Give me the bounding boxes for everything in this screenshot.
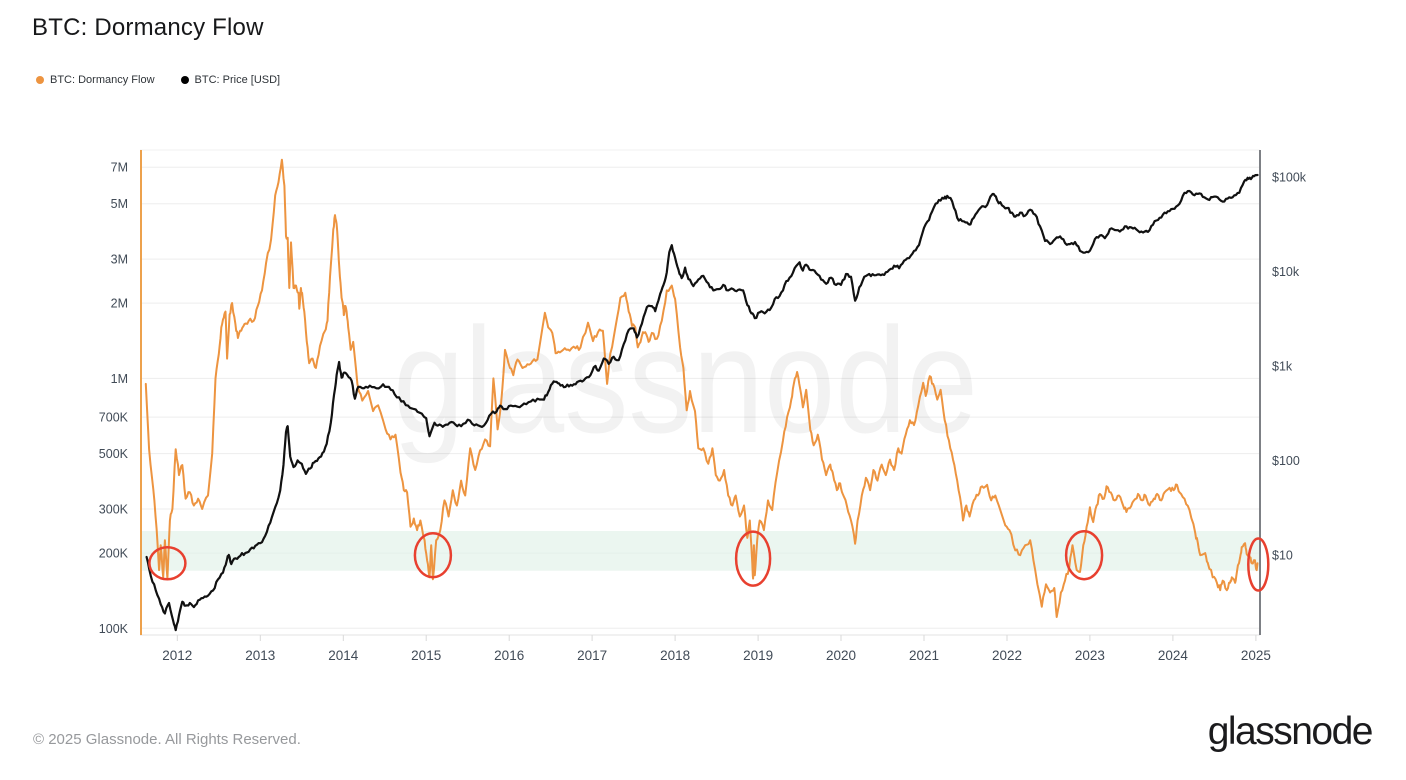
year-label: 2019 xyxy=(743,648,773,663)
year-label: 2015 xyxy=(411,648,441,663)
year-label: 2025 xyxy=(1241,648,1271,663)
legend-label: BTC: Dormancy Flow xyxy=(50,74,155,86)
buy-zone-band xyxy=(140,531,1260,571)
year-label: 2014 xyxy=(328,648,359,663)
legend-dot-icon xyxy=(180,76,189,84)
legend-label: BTC: Price [USD] xyxy=(194,74,281,86)
highlight-circle xyxy=(413,531,453,579)
year-label: 2021 xyxy=(909,648,939,663)
price-axis-label: $100k xyxy=(1272,171,1307,185)
year-label: 2023 xyxy=(1075,648,1105,663)
flow-axis-label: 1M xyxy=(111,372,128,386)
dormancy-flow-chart[interactable]: glassnode 2012 2013 2014 2015 2016 2017 2018 201… xyxy=(0,0,1406,700)
year-label: 2017 xyxy=(577,648,607,663)
price-axis-label: $10k xyxy=(1272,265,1300,279)
highlight-circle xyxy=(1064,529,1104,581)
legend-item-price[interactable]: BTC: Price [USD] xyxy=(180,74,281,86)
flow-axis-label: 3M xyxy=(111,253,128,267)
flow-axis-label: 200K xyxy=(99,547,129,561)
year-label: 2024 xyxy=(1158,648,1189,663)
flow-axis-label: 100K xyxy=(99,622,129,636)
price-line xyxy=(145,173,1259,632)
highlight-circle xyxy=(148,546,187,581)
year-label: 2018 xyxy=(660,648,690,663)
price-axis-label: $100 xyxy=(1272,454,1300,468)
flow-axis-label: 300K xyxy=(99,503,129,517)
year-label: 2013 xyxy=(245,648,275,663)
legend-dot-icon xyxy=(36,76,44,84)
legend-item-dormancy-flow[interactable]: BTC: Dormancy Flow xyxy=(36,74,155,86)
watermark-text: glassnode xyxy=(393,296,978,464)
flow-axis-label: 700K xyxy=(99,411,129,425)
year-label: 2020 xyxy=(826,648,856,663)
year-label: 2016 xyxy=(494,648,524,663)
highlight-circle xyxy=(1247,537,1270,592)
page-title: BTC: Dormancy Flow xyxy=(32,14,264,41)
price-axis-label: $10 xyxy=(1272,548,1293,562)
highlight-circle xyxy=(734,530,772,587)
year-label: 2012 xyxy=(162,648,192,663)
dormancy-flow-line xyxy=(144,158,1259,618)
glassnode-logo: glassnode xyxy=(1207,710,1374,753)
copyright-text: © 2025 Glassnode. All Rights Reserved. xyxy=(33,731,301,748)
price-axis-label: $1k xyxy=(1272,359,1293,373)
flow-axis-label: 7M xyxy=(111,161,128,175)
flow-axis-label: 500K xyxy=(99,447,129,461)
flow-axis-label: 2M xyxy=(111,297,128,311)
flow-axis-label: 5M xyxy=(111,197,128,211)
year-label: 2022 xyxy=(992,648,1022,663)
chart-legend: BTC: Dormancy Flow BTC: Price [USD] xyxy=(36,74,280,86)
